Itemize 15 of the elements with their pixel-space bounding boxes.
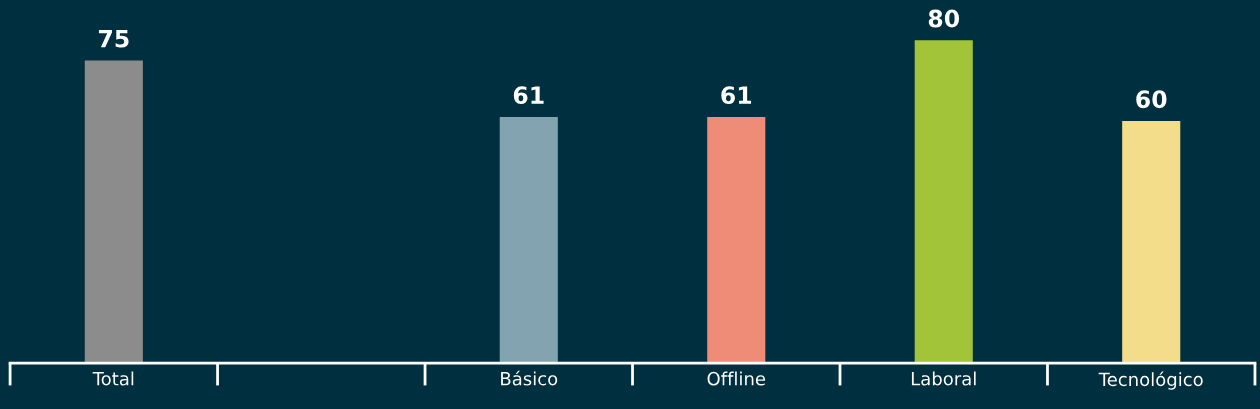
bar (84, 60, 143, 364)
data-label: 75 (98, 30, 129, 48)
bar (499, 117, 558, 364)
data-label: 61 (513, 86, 544, 105)
data-label: 61 (721, 86, 752, 105)
x-tick-label: Total (92, 371, 134, 386)
bar (914, 40, 973, 364)
data-label: 60 (1136, 90, 1167, 109)
x-tick-label: Offline (707, 371, 766, 386)
data-label: 80 (928, 9, 960, 28)
bar (707, 117, 766, 364)
x-tick-label: Laboral (911, 371, 976, 386)
x-tick-label: Tecnológico (1098, 371, 1203, 390)
bar (1122, 121, 1181, 364)
x-tick-label: Básico (501, 370, 558, 386)
